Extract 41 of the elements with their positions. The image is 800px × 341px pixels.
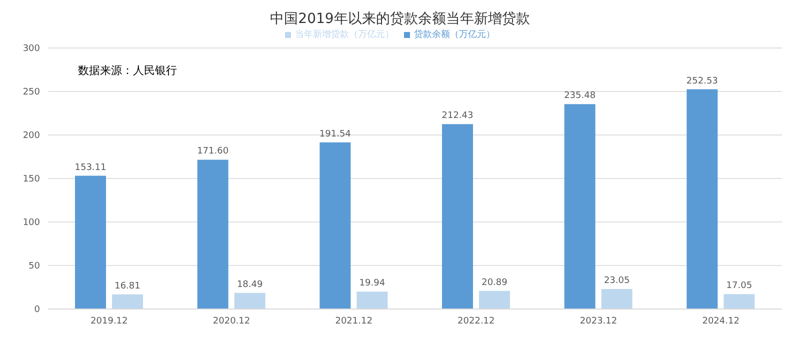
bar — [442, 124, 473, 309]
data-label: 235.48 — [564, 91, 596, 102]
legend-label: 贷款余额（万亿元） — [414, 30, 495, 40]
bar — [564, 104, 596, 309]
chart-title: 中国2019年以来的贷款余额当年新增贷款 — [269, 10, 531, 28]
bar — [197, 160, 228, 309]
x-tick-label: 2019.12 — [90, 316, 128, 326]
data-label: 19.94 — [359, 278, 386, 289]
data-label: 191.54 — [319, 129, 352, 140]
bar — [112, 294, 143, 309]
data-label: 17.05 — [726, 281, 752, 292]
bar — [320, 142, 351, 309]
data-label: 16.81 — [114, 281, 140, 292]
annotation: 数据来源：人民银行 — [78, 63, 177, 78]
x-tick-label: 2023.12 — [580, 316, 618, 326]
y-tick-label: 100 — [22, 218, 40, 228]
x-tick-label: 2020.12 — [212, 316, 250, 326]
y-tick-label: 300 — [22, 44, 40, 54]
bar — [686, 89, 718, 309]
data-label: 212.43 — [442, 111, 474, 122]
x-tick-label: 2024.12 — [702, 316, 740, 326]
y-tick-label: 250 — [22, 88, 40, 98]
data-label: 23.05 — [604, 276, 630, 286]
y-tick-label: 150 — [22, 174, 40, 185]
bar — [724, 294, 755, 309]
data-label: 171.60 — [197, 146, 229, 157]
data-label: 20.89 — [482, 278, 508, 288]
y-tick-label: 0 — [34, 305, 40, 316]
data-label: 18.49 — [236, 280, 263, 290]
legend-label: 当年新增贷款（万亿元） — [295, 30, 394, 40]
data-label: 153.11 — [74, 162, 106, 173]
y-tick-label: 200 — [22, 131, 40, 142]
x-tick-label: 2022.12 — [458, 316, 495, 326]
bar — [356, 292, 388, 309]
bar — [601, 288, 632, 309]
y-tick-label: 50 — [28, 262, 40, 272]
x-tick-label: 2021.12 — [335, 316, 372, 326]
bar — [75, 176, 106, 309]
bar — [479, 290, 510, 309]
data-label: 252.53 — [686, 76, 718, 86]
bar — [234, 292, 266, 309]
